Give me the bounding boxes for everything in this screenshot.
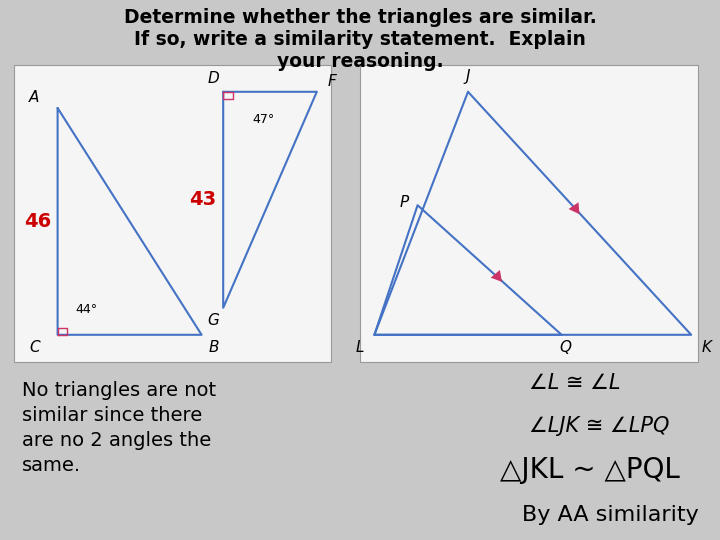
Text: 46: 46 xyxy=(24,212,51,231)
Text: G: G xyxy=(208,313,220,328)
Text: By AA similarity: By AA similarity xyxy=(522,505,698,525)
Text: Determine whether the triangles are similar.
If so, write a similarity statement: Determine whether the triangles are simi… xyxy=(124,8,596,71)
Text: P: P xyxy=(400,195,409,210)
Text: D: D xyxy=(208,71,220,86)
Text: ∠LJK ≅ ∠LPQ: ∠LJK ≅ ∠LPQ xyxy=(529,416,670,436)
Text: B: B xyxy=(209,340,220,355)
Text: 44°: 44° xyxy=(76,303,98,316)
Text: ∠L ≅ ∠L: ∠L ≅ ∠L xyxy=(529,373,621,393)
Text: C: C xyxy=(29,340,40,355)
Text: 47°: 47° xyxy=(252,113,274,126)
Text: K: K xyxy=(702,340,712,355)
Text: F: F xyxy=(328,74,336,89)
Text: J: J xyxy=(466,69,470,84)
Text: Q: Q xyxy=(559,340,571,355)
FancyBboxPatch shape xyxy=(14,65,331,362)
Text: A: A xyxy=(30,90,40,105)
FancyBboxPatch shape xyxy=(360,65,698,362)
Text: L: L xyxy=(355,340,364,355)
Text: △JKL ~ △PQL: △JKL ~ △PQL xyxy=(500,456,680,484)
Text: 43: 43 xyxy=(189,190,217,210)
Text: No triangles are not
similar since there
are no 2 angles the
same.: No triangles are not similar since there… xyxy=(22,381,216,475)
